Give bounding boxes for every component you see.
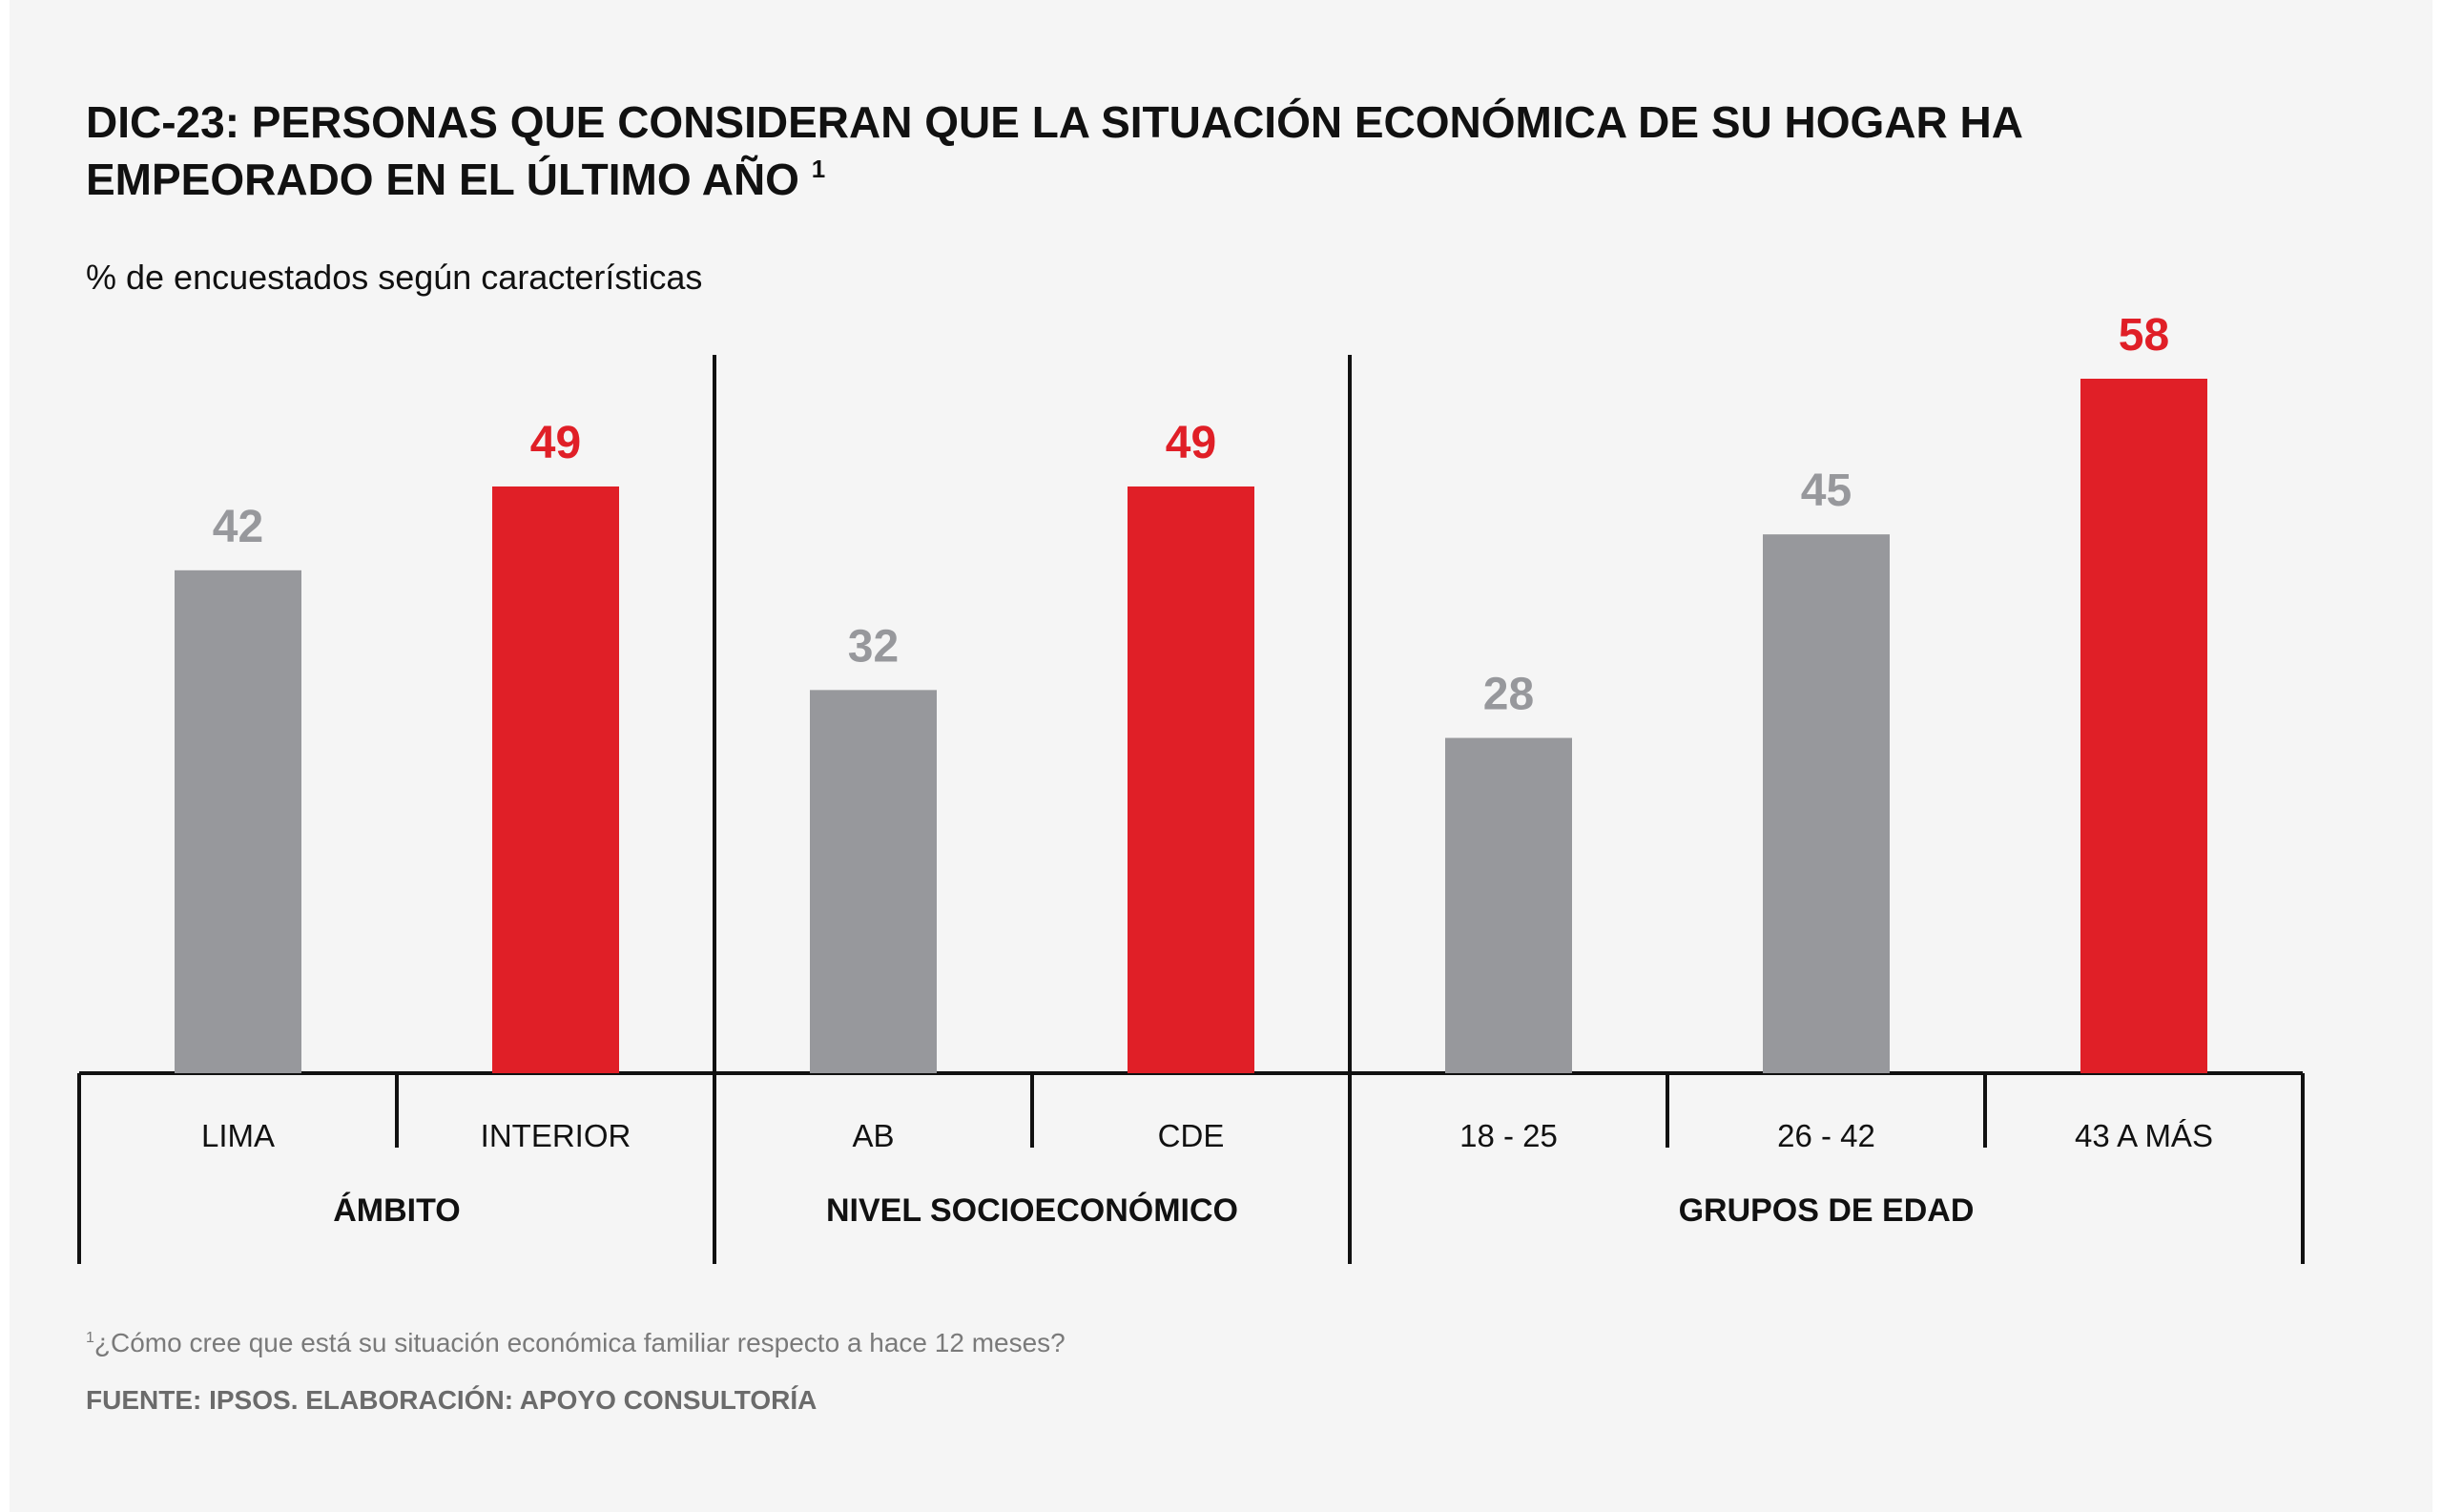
data-label-lima: 42 <box>213 502 263 552</box>
bar-ab <box>810 690 937 1073</box>
data-label-interior: 49 <box>530 418 581 468</box>
data-label-ab: 32 <box>848 621 899 672</box>
bar-26-42 <box>1763 534 1890 1073</box>
chart-title-line-1: DIC-23: PERSONAS QUE CONSIDERAN QUE LA S… <box>86 97 2023 147</box>
group-label-nivel-socioeconomico: NIVEL SOCIOECONÓMICO <box>826 1192 1238 1229</box>
chart-subtitle: % de encuestados según características <box>86 258 703 297</box>
chart-title-text: EMPEORADO EN EL ÚLTIMO AÑO <box>86 155 799 204</box>
bar-18-25 <box>1445 737 1572 1073</box>
footnote: 1¿Cómo cree que está su situación económ… <box>86 1328 1066 1358</box>
title-footnote-marker: 1 <box>811 155 826 183</box>
bar-interior <box>492 486 619 1073</box>
chart-title-line-2: EMPEORADO EN EL ÚLTIMO AÑO 1 <box>86 151 825 215</box>
data-label-cde: 49 <box>1166 418 1216 468</box>
data-label-26-42: 45 <box>1801 466 1852 516</box>
category-label-ab: AB <box>852 1118 894 1153</box>
chart-panel: DIC-23: PERSONAS QUE CONSIDERAN QUE LA S… <box>10 0 2432 1512</box>
bar-lima <box>175 570 301 1073</box>
category-label-18-25: 18 - 25 <box>1459 1118 1558 1153</box>
category-label-cde: CDE <box>1158 1118 1225 1153</box>
bar-43-a-mas <box>2080 379 2207 1073</box>
category-label-interior: INTERIOR <box>481 1118 631 1153</box>
footnote-text: ¿Cómo cree que está su situación económi… <box>93 1328 1066 1357</box>
source-note: FUENTE: IPSOS. ELABORACIÓN: APOYO CONSUL… <box>86 1385 817 1415</box>
category-label-26-42: 26 - 42 <box>1777 1118 1875 1153</box>
footnote-marker: 1 <box>86 1330 94 1346</box>
data-label-43-a-mas: 58 <box>2119 310 2169 361</box>
group-label-ambito: ÁMBITO <box>333 1192 460 1229</box>
category-label-lima: LIMA <box>201 1118 275 1153</box>
bar-cde <box>1128 486 1254 1073</box>
data-label-18-25: 28 <box>1483 670 1534 720</box>
category-label-43-a-mas: 43 A MÁS <box>2075 1118 2213 1153</box>
group-label-grupos-de-edad: GRUPOS DE EDAD <box>1679 1192 1975 1229</box>
bar-chart: 42 LIMA 49 INTERIOR ÁMBITO 32 AB 49 CDE NIVEL SOC… <box>77 310 2305 1264</box>
